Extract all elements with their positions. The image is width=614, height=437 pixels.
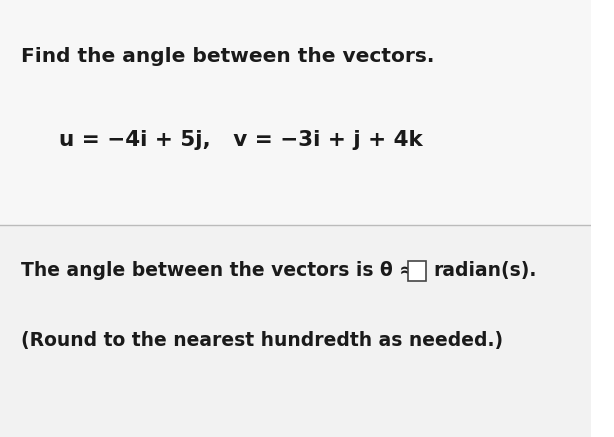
Bar — [0, 225, 591, 437]
Text: u = −4i + 5j,   v = −3i + j + 4k: u = −4i + 5j, v = −3i + j + 4k — [59, 130, 423, 150]
Text: The angle between the vectors is θ ≈: The angle between the vectors is θ ≈ — [21, 261, 421, 281]
Text: radian(s).: radian(s). — [433, 261, 537, 281]
Text: (Round to the nearest hundredth as needed.): (Round to the nearest hundredth as neede… — [21, 331, 503, 350]
Bar — [0, 0, 591, 225]
Text: Find the angle between the vectors.: Find the angle between the vectors. — [21, 47, 434, 66]
Bar — [408, 260, 426, 281]
